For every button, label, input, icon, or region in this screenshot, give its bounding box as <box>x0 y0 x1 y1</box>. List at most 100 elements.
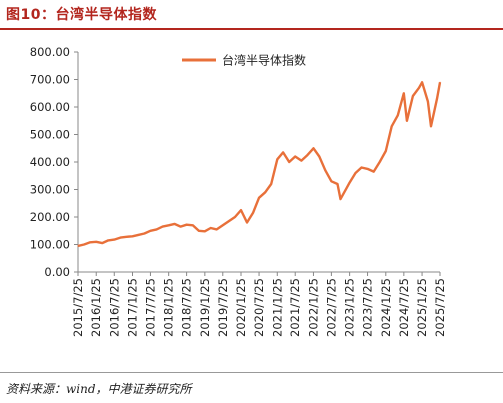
data-point <box>403 92 405 94</box>
data-point <box>210 227 212 229</box>
y-tick-label: 200.00 <box>30 210 70 224</box>
x-tick-label: 2015/7/25 <box>71 278 85 337</box>
x-tick-label: 2024/7/25 <box>397 278 411 337</box>
data-point <box>204 230 206 232</box>
data-point <box>186 224 188 226</box>
chart-ticks: 0.00 100.00 200.00 300.00 400.00 500.00 600.00… <box>30 45 447 337</box>
chart-legend: 台湾半导体指数 <box>182 53 306 68</box>
y-tick-label: 500.00 <box>30 128 70 142</box>
data-point <box>101 242 103 244</box>
data-point <box>312 147 315 149</box>
data-point <box>149 230 151 232</box>
data-point <box>276 158 278 160</box>
x-tick-label: 2025/1/25 <box>415 278 429 337</box>
x-tick-label: 2022/7/25 <box>324 278 338 337</box>
data-point <box>168 224 170 226</box>
x-tick-label: 2025/7/25 <box>433 278 447 337</box>
data-point <box>234 216 236 218</box>
data-point <box>113 239 115 241</box>
data-point <box>222 224 224 226</box>
data-point <box>306 154 308 156</box>
data-point <box>373 171 375 173</box>
data-point <box>354 172 357 174</box>
x-tick-label: 2017/1/25 <box>126 278 140 337</box>
data-point <box>246 221 248 224</box>
y-tick-label: 700.00 <box>30 73 70 87</box>
data-point <box>198 230 200 232</box>
data-point <box>173 223 176 225</box>
data-point <box>282 151 284 153</box>
x-tick-label: 2018/1/25 <box>162 278 176 337</box>
data-point <box>436 98 438 100</box>
data-point <box>418 87 420 89</box>
data-point <box>339 198 342 200</box>
x-tick-label: 2023/7/25 <box>361 278 375 337</box>
data-point <box>192 224 194 226</box>
data-point <box>318 155 320 158</box>
x-tick-label: 2020/1/25 <box>234 278 248 337</box>
data-point <box>288 161 290 163</box>
data-point <box>430 125 432 127</box>
data-point <box>252 212 254 214</box>
x-tick-label: 2017/7/25 <box>143 278 157 337</box>
data-point <box>180 226 182 228</box>
data-point <box>412 95 414 97</box>
data-point <box>125 236 128 238</box>
legend-label: 台湾半导体指数 <box>222 53 306 68</box>
x-tick-label: 2020/7/25 <box>252 278 266 337</box>
data-point <box>397 114 399 116</box>
data-point <box>119 237 121 239</box>
data-point <box>385 150 387 152</box>
chart-series <box>77 81 442 248</box>
data-point <box>406 120 408 122</box>
data-point <box>349 182 351 184</box>
y-tick-label: 600.00 <box>30 100 70 114</box>
data-point <box>336 183 339 185</box>
x-tick-label: 2021/7/25 <box>288 278 302 337</box>
data-point <box>77 245 79 247</box>
data-point <box>367 168 369 170</box>
data-point <box>95 241 97 243</box>
y-tick-label: 0.00 <box>44 265 70 279</box>
x-tick-label: 2016/1/25 <box>89 278 103 337</box>
data-point <box>330 180 332 182</box>
data-point <box>324 169 326 171</box>
source-note: 资料来源：wind，中港证券研究所 <box>6 382 192 396</box>
data-point <box>89 241 91 243</box>
y-tick-label: 100.00 <box>30 238 70 252</box>
x-tick-label: 2021/1/25 <box>270 278 284 337</box>
data-point <box>439 81 441 83</box>
figure-title: 图10：台湾半导体指数 <box>6 7 157 23</box>
data-point <box>264 191 266 193</box>
data-point <box>300 160 302 162</box>
data-point <box>240 209 242 211</box>
y-tick-label: 300.00 <box>30 183 70 197</box>
title-rule <box>0 28 503 30</box>
data-point <box>143 232 145 235</box>
data-point <box>83 243 85 246</box>
data-point <box>427 100 429 103</box>
data-point <box>107 239 109 241</box>
y-tick-label: 800.00 <box>30 45 70 59</box>
data-point <box>162 226 164 228</box>
x-tick-label: 2024/1/25 <box>379 278 393 337</box>
x-tick-label: 2022/1/25 <box>306 278 320 337</box>
x-tick-label: 2018/7/25 <box>180 278 194 337</box>
y-tick-label: 400.00 <box>30 155 70 169</box>
data-point <box>379 161 381 163</box>
data-point <box>270 183 272 185</box>
series-line <box>77 81 442 248</box>
data-point <box>216 228 218 230</box>
data-point <box>360 166 363 169</box>
x-tick-label: 2019/7/25 <box>216 278 230 337</box>
data-point <box>258 197 260 199</box>
data-point <box>421 81 423 83</box>
data-point <box>391 125 393 127</box>
chart-axes <box>77 52 440 273</box>
data-point <box>137 234 139 236</box>
data-point <box>131 235 134 237</box>
data-point <box>228 220 230 222</box>
data-point <box>156 228 158 230</box>
source-rule <box>0 372 503 373</box>
data-point <box>346 187 348 189</box>
